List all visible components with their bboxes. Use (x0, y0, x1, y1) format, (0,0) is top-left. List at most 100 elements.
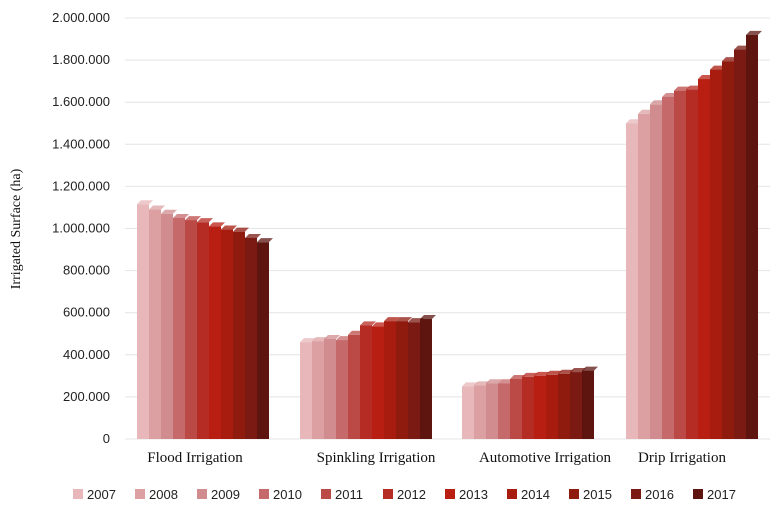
bar (245, 237, 257, 439)
category-label: Spinkling Irrigation (317, 450, 436, 466)
bar-cap (185, 216, 201, 221)
bar (137, 204, 149, 439)
bar (324, 339, 336, 439)
bar (546, 374, 558, 439)
bar-cap (486, 379, 502, 384)
y-tick-label: 400.000 (63, 347, 110, 362)
bar (348, 334, 360, 439)
bar (336, 340, 348, 439)
bar-cap (221, 225, 237, 230)
legend-label: 2007 (87, 487, 116, 502)
bar (662, 96, 674, 439)
bar (360, 325, 372, 439)
y-tick-label: 1.600.000 (52, 94, 110, 109)
legend-label: 2015 (583, 487, 612, 502)
legend-item-2011: 2011 (321, 487, 363, 502)
bar-2011-0 (185, 216, 201, 439)
bar (650, 104, 662, 440)
bar (233, 231, 245, 439)
bar-cap (161, 209, 177, 214)
bar-cap (233, 227, 249, 232)
bar-2017-1 (420, 315, 436, 439)
bar-cap (420, 315, 436, 320)
legend-item-2014: 2014 (507, 487, 550, 502)
category-label: Automotive Irrigation (479, 450, 612, 466)
bar-cap (582, 366, 598, 371)
bar-cap (173, 213, 189, 218)
bar-2008-0 (149, 205, 165, 439)
bar (173, 217, 185, 439)
legend-swatch (631, 489, 641, 499)
category-label: Flood Irrigation (147, 450, 243, 466)
bar (570, 372, 582, 439)
bar-2009-2 (486, 379, 502, 439)
legend-label: 2014 (521, 487, 550, 502)
bar-2015-1 (396, 317, 412, 439)
bars (137, 30, 762, 440)
y-tick-label: 600.000 (63, 305, 110, 320)
bar (626, 123, 638, 439)
legend-swatch (197, 489, 207, 499)
y-tick-label: 800.000 (63, 263, 110, 278)
bar (474, 385, 486, 439)
bar-2015-0 (233, 227, 249, 439)
bar (498, 383, 510, 439)
y-tick-label: 0 (103, 431, 110, 446)
bar (149, 209, 161, 439)
legend-swatch (445, 489, 455, 499)
bar-cap (197, 218, 213, 223)
legend-label: 2013 (459, 487, 488, 502)
bar-cap (257, 238, 273, 243)
legend-swatch (693, 489, 703, 499)
bar-cap (396, 317, 412, 322)
bar-cap (149, 205, 165, 210)
bar-2017-3 (746, 30, 762, 440)
bar-2017-0 (257, 238, 273, 439)
bar (312, 341, 324, 439)
legend-item-2008: 2008 (135, 487, 178, 502)
legend-item-2017: 2017 (693, 487, 736, 502)
y-axis-label: Irrigated Surface (ha) (9, 168, 24, 289)
bar (396, 321, 408, 439)
bar (161, 213, 173, 439)
legend-item-2012: 2012 (383, 487, 426, 502)
legend-label: 2012 (397, 487, 426, 502)
legend-swatch (569, 489, 579, 499)
bar-2014-0 (221, 225, 237, 439)
bar-cap (384, 317, 400, 322)
bar (420, 319, 432, 439)
bar (734, 49, 746, 439)
y-tick-label: 1.200.000 (52, 178, 110, 193)
bar-2014-1 (384, 317, 400, 439)
category-label: Drip Irrigation (638, 450, 726, 466)
bar-cap (746, 30, 762, 35)
legend-item-2015: 2015 (569, 487, 612, 502)
legend-item-2016: 2016 (631, 487, 674, 502)
bar-2010-0 (173, 213, 189, 439)
bar (384, 321, 396, 439)
bar (221, 229, 233, 439)
x-axis-category-labels: Flood Irrigation Spinkling Irrigation Auto… (147, 450, 726, 466)
bar (638, 113, 650, 439)
bar (372, 326, 384, 439)
legend-item-2007: 2007 (73, 487, 116, 502)
legend-item-2013: 2013 (445, 487, 488, 502)
y-tick-label: 1.000.000 (52, 221, 110, 236)
y-tick-label: 200.000 (63, 389, 110, 404)
bar (522, 376, 534, 439)
bar (197, 222, 209, 439)
legend-label: 2009 (211, 487, 240, 502)
legend-swatch (321, 489, 331, 499)
bar (710, 69, 722, 439)
bar (486, 383, 498, 439)
bar (462, 386, 474, 439)
bar (408, 322, 420, 439)
bar-cap (324, 335, 340, 340)
legend-label: 2016 (645, 487, 674, 502)
bar (722, 61, 734, 440)
legend-item-2010: 2010 (259, 487, 302, 502)
bar-2017-2 (582, 366, 598, 439)
bar (558, 373, 570, 439)
legend-label: 2017 (707, 487, 736, 502)
